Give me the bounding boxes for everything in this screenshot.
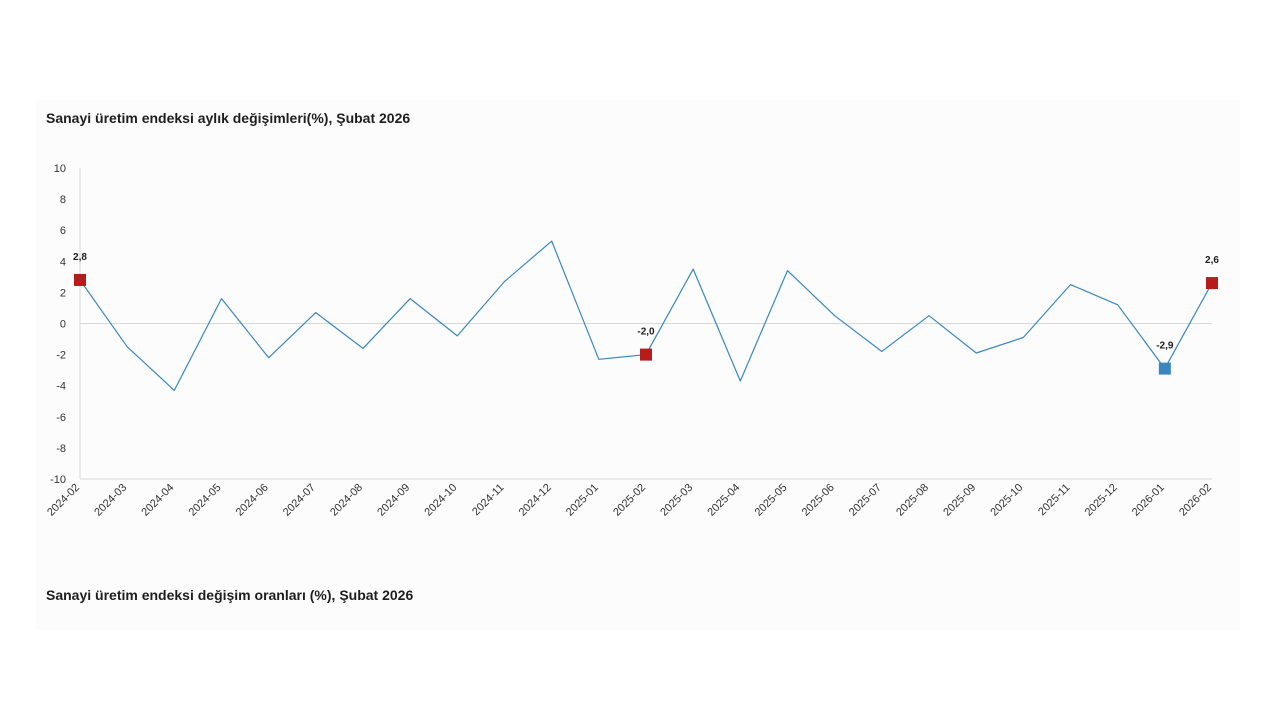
x-tick-label: 2025-02 bbox=[611, 482, 648, 519]
x-tick-label: 2025-03 bbox=[658, 482, 695, 519]
chart-title: Sanayi üretim endeksi aylık değişimleri(… bbox=[46, 110, 411, 126]
x-tick-label: 2024-02 bbox=[45, 482, 82, 519]
x-tick-label: 2026-02 bbox=[1177, 482, 1214, 519]
chart-panel bbox=[36, 100, 1240, 630]
data-point-marker bbox=[74, 273, 86, 286]
x-tick-label: 2025-08 bbox=[894, 482, 931, 519]
x-tick-label: 2025-04 bbox=[705, 482, 742, 519]
x-tick-label: 2025-01 bbox=[564, 482, 601, 519]
data-point-marker bbox=[1206, 277, 1218, 290]
x-tick-label: 2024-06 bbox=[234, 482, 271, 519]
x-tick-label: 2025-11 bbox=[1036, 482, 1072, 518]
y-tick-label: -2 bbox=[56, 350, 66, 362]
y-tick-label: 0 bbox=[60, 319, 66, 331]
data-label: -2,0 bbox=[637, 327, 655, 338]
second-chart-title: Sanayi üretim endeksi değişim oranları (… bbox=[46, 587, 414, 603]
series-line bbox=[79, 240, 1213, 391]
y-tick-label: -8 bbox=[56, 443, 66, 455]
data-label: -2,9 bbox=[1156, 341, 1174, 352]
data-label: 2,8 bbox=[73, 252, 87, 263]
x-tick-label: 2024-12 bbox=[517, 482, 554, 519]
data-point-marker bbox=[1158, 362, 1171, 375]
y-tick-label: -6 bbox=[56, 412, 66, 424]
x-tick-label: 2025-07 bbox=[847, 482, 884, 519]
y-tick-label: 8 bbox=[60, 194, 66, 206]
y-tick-label: 2 bbox=[60, 287, 66, 299]
x-tick-label: 2024-09 bbox=[375, 482, 412, 519]
y-tick-label: -10 bbox=[50, 474, 66, 486]
x-tick-label: 2025-06 bbox=[800, 482, 837, 519]
x-tick-label: 2024-11 bbox=[470, 482, 506, 518]
x-tick-label: 2025-10 bbox=[988, 482, 1025, 519]
data-point-marker bbox=[640, 348, 652, 361]
x-tick-label: 2024-05 bbox=[187, 482, 224, 519]
y-tick-label: 10 bbox=[54, 163, 66, 175]
y-tick-label: 6 bbox=[60, 225, 66, 237]
x-tick-label: 2024-08 bbox=[328, 482, 365, 519]
x-tick-label: 2025-09 bbox=[941, 482, 978, 519]
x-tick-label: 2024-07 bbox=[281, 482, 318, 519]
x-tick-label: 2024-04 bbox=[139, 482, 176, 519]
x-tick-label: 2024-03 bbox=[92, 482, 129, 519]
x-tick-label: 2025-05 bbox=[753, 482, 790, 519]
x-tick-label: 2024-10 bbox=[422, 482, 459, 519]
x-tick-label: 2025-12 bbox=[1083, 482, 1120, 519]
y-tick-label: 4 bbox=[60, 256, 66, 268]
x-tick-label: 2026-01 bbox=[1130, 482, 1167, 519]
y-tick-label: -4 bbox=[56, 381, 66, 393]
data-label: 2,6 bbox=[1205, 255, 1219, 266]
